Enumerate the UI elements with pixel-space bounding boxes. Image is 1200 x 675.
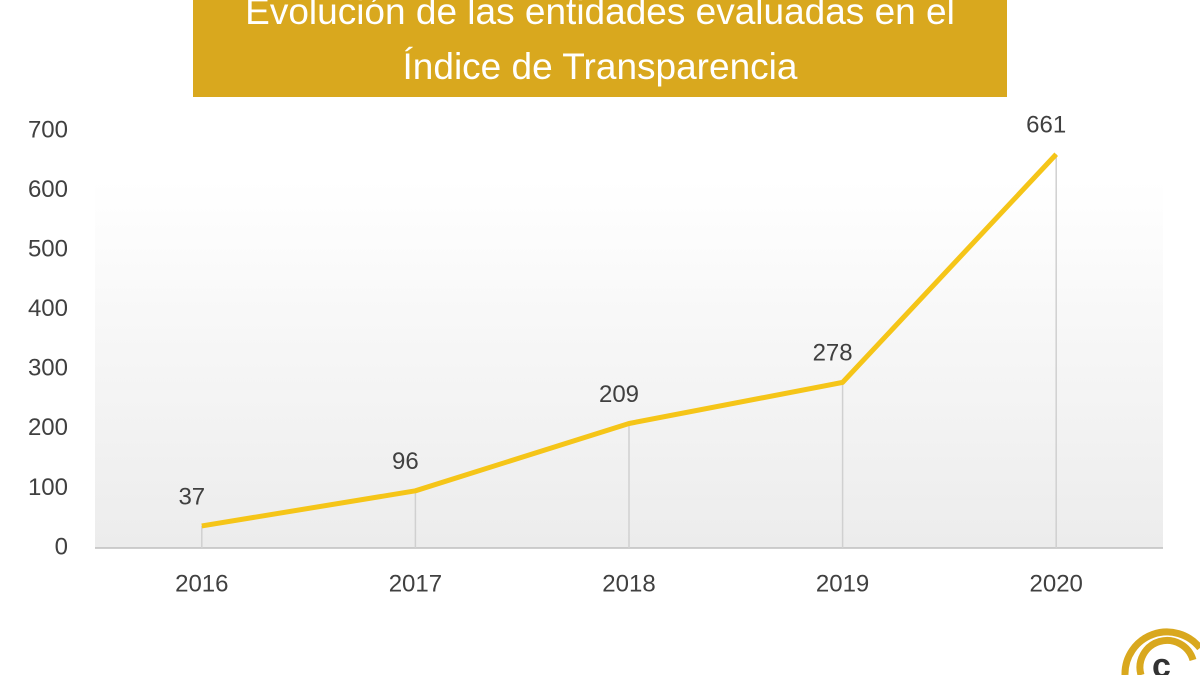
data-label: 209 [599,381,639,408]
y-tick-label: 400 [28,295,68,322]
x-tick-label: 2018 [602,570,655,597]
x-tick-label: 2020 [1030,570,1083,597]
data-label: 661 [1026,112,1066,139]
chart-title: Evolución de las entidades evaluadas en … [245,0,955,87]
data-label: 278 [813,340,853,367]
y-tick-label: 0 [55,533,68,560]
logo-letter: c [1152,647,1171,675]
y-tick-label: 200 [28,414,68,441]
x-tick-label: 2017 [389,570,442,597]
data-label: 96 [392,448,419,475]
y-tick-label: 600 [28,176,68,203]
title-box: Evolución de las entidades evaluadas en … [193,0,1007,97]
y-tick-label: 300 [28,355,68,382]
logo [1121,628,1200,675]
x-tick-label: 2019 [816,570,869,597]
y-tick-label: 100 [28,474,68,501]
y-tick-label: 700 [28,116,68,143]
line-series [201,152,1059,529]
x-tick-label: 2016 [175,570,228,597]
y-tick-label: 500 [28,235,68,262]
data-label: 37 [178,483,205,510]
